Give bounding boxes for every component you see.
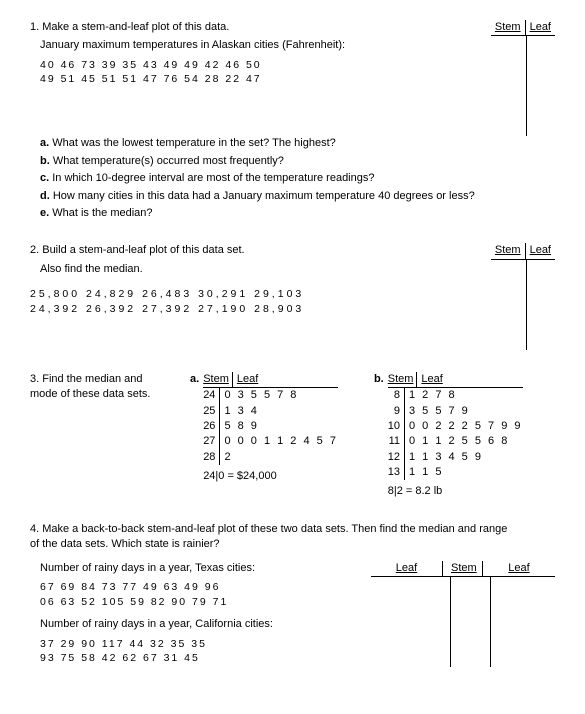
leaf-values: 0 1 1 2 5 5 6 8	[409, 434, 523, 449]
q4-tx-row2: 06 63 52 105 59 82 90 79 71	[40, 595, 361, 610]
stem-value: 28	[203, 450, 215, 465]
q1-e-text: What is the median?	[49, 207, 152, 219]
q3-prompt: 3. Find the median and mode of these dat…	[30, 372, 172, 403]
q2-prompt: 2. Build a stem-and-leaf plot of this da…	[30, 243, 481, 258]
q4-blank-btb-plot: Leaf Stem Leaf	[371, 561, 555, 667]
q1-data-title: January maximum temperatures in Alaskan …	[40, 38, 481, 53]
stem-value: 26	[203, 419, 215, 434]
q1-stem-header: Stem	[491, 20, 526, 35]
question-3: 3. Find the median and mode of these dat…	[30, 372, 555, 500]
q3-table-a: a. StemLeaf 2425262728 0 3 5 5 7 81 3 45…	[190, 372, 356, 485]
stem-value: 13	[388, 465, 400, 480]
q4-ca-row2: 93 75 58 42 62 67 31 45	[40, 651, 361, 666]
q3a-leaf-header: Leaf	[232, 372, 258, 387]
leaf-values: 1 3 4	[224, 404, 338, 419]
q1-leaf-header: Leaf	[526, 20, 555, 35]
q2-data-row2: 24,392 26,392 27,392 27,190 28,903	[30, 302, 481, 317]
stem-value: 8	[388, 388, 400, 403]
q4-leaf2-header: Leaf	[483, 561, 555, 576]
q1-b-label: b.	[40, 155, 50, 167]
q3-b-label: b.	[374, 372, 384, 387]
question-2: 2. Build a stem-and-leaf plot of this da…	[30, 243, 555, 349]
leaf-values: 0 0 2 2 2 5 7 9 9	[409, 419, 523, 434]
stem-value: 12	[388, 450, 400, 465]
q2-blank-plot: StemLeaf	[491, 243, 555, 349]
q1-a-text: What was the lowest temperature in the s…	[49, 137, 336, 149]
q4-ca-title: Number of rainy days in a year, Californ…	[40, 617, 361, 632]
q4-tx-row1: 67 69 84 73 77 49 63 49 96	[40, 580, 361, 595]
leaf-values: 1 2 7 8	[409, 388, 523, 403]
q2-leaf-header: Leaf	[526, 243, 555, 258]
stem-value: 25	[203, 404, 215, 419]
q1-data-row2: 49 51 45 51 51 47 76 54 28 22 47	[40, 72, 481, 87]
q1-d-label: d.	[40, 190, 50, 202]
q4-leaf1-header: Leaf	[371, 561, 443, 576]
leaf-values: 2	[224, 450, 338, 465]
q3a-key: 24|0 = $24,000	[203, 469, 338, 484]
q2-data-row1: 25,800 24,829 26,483 30,291 29,103	[30, 287, 481, 302]
q1-c-text: In which 10-degree interval are most of …	[49, 172, 374, 184]
q3a-stem-header: Stem	[203, 372, 232, 387]
q4-tx-title: Number of rainy days in a year, Texas ci…	[40, 561, 361, 576]
q1-e-label: e.	[40, 207, 49, 219]
q1-a-label: a.	[40, 137, 49, 149]
leaf-values: 0 0 0 1 1 2 4 5 7	[224, 434, 338, 449]
leaf-values: 3 5 5 7 9	[409, 404, 523, 419]
q1-c-label: c.	[40, 172, 49, 184]
q3b-leaf-header: Leaf	[416, 372, 442, 387]
leaf-values: 5 8 9	[224, 419, 338, 434]
q3b-key: 8|2 = 8.2 lb	[388, 484, 523, 499]
q4-prompt: 4. Make a back-to-back stem-and-leaf plo…	[30, 522, 510, 553]
q3b-stem-header: Stem	[388, 372, 417, 387]
stem-value: 27	[203, 434, 215, 449]
q3-table-b: b. StemLeaf 8910111213 1 2 7 83 5 5 7 90…	[374, 372, 541, 500]
q4-ca-row1: 37 29 90 117 44 32 35 35	[40, 637, 361, 652]
stem-value: 11	[388, 434, 400, 449]
q1-prompt: 1. Make a stem-and-leaf plot of this dat…	[30, 20, 481, 35]
q1-d-text: How many cities in this data had a Janua…	[50, 190, 475, 202]
question-1: 1. Make a stem-and-leaf plot of this dat…	[30, 20, 555, 221]
q1-blank-plot: StemLeaf	[491, 20, 555, 136]
question-4: 4. Make a back-to-back stem-and-leaf plo…	[30, 522, 555, 672]
stem-value: 24	[203, 388, 215, 403]
q2-stem-header: Stem	[491, 243, 526, 258]
stem-value: 9	[388, 404, 400, 419]
q1-b-text: What temperature(s) occurred most freque…	[50, 155, 284, 167]
stem-value: 10	[388, 419, 400, 434]
q1-data-row1: 40 46 73 39 35 43 49 49 42 46 50	[40, 58, 481, 73]
leaf-values: 0 3 5 5 7 8	[224, 388, 338, 403]
q2-prompt2: Also find the median.	[40, 262, 481, 277]
q3-a-label: a.	[190, 372, 199, 387]
leaf-values: 1 1 3 4 5 9	[409, 450, 523, 465]
leaf-values: 1 1 5	[409, 465, 523, 480]
q4-stem-header: Stem	[443, 561, 483, 576]
